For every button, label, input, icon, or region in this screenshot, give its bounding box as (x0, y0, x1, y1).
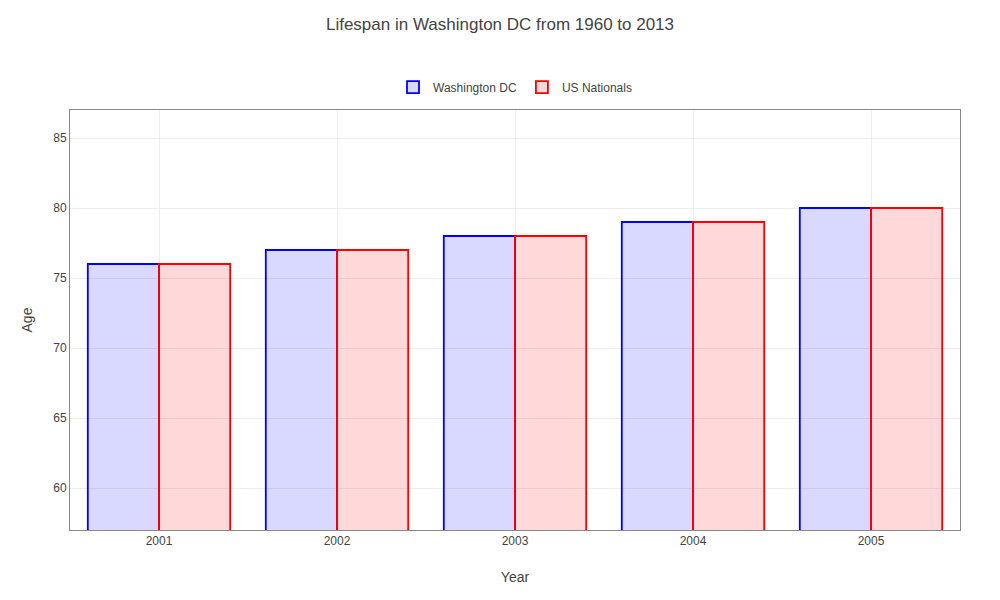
svg-text:2005: 2005 (858, 534, 885, 548)
svg-text:65: 65 (53, 411, 67, 425)
svg-text:75: 75 (53, 271, 67, 285)
svg-text:85: 85 (53, 131, 67, 145)
svg-text:Washington DC: Washington DC (433, 81, 517, 95)
svg-text:2001: 2001 (146, 534, 173, 548)
svg-text:2002: 2002 (324, 534, 351, 548)
svg-text:60: 60 (53, 481, 67, 495)
svg-text:80: 80 (53, 201, 67, 215)
svg-text:2004: 2004 (680, 534, 707, 548)
svg-text:Year: Year (501, 569, 530, 585)
svg-text:Lifespan in Washington DC from: Lifespan in Washington DC from 1960 to 2… (326, 15, 674, 34)
svg-text:US Nationals: US Nationals (562, 81, 632, 95)
svg-text:70: 70 (53, 341, 67, 355)
svg-text:2003: 2003 (502, 534, 529, 548)
svg-text:Age: Age (19, 307, 35, 332)
